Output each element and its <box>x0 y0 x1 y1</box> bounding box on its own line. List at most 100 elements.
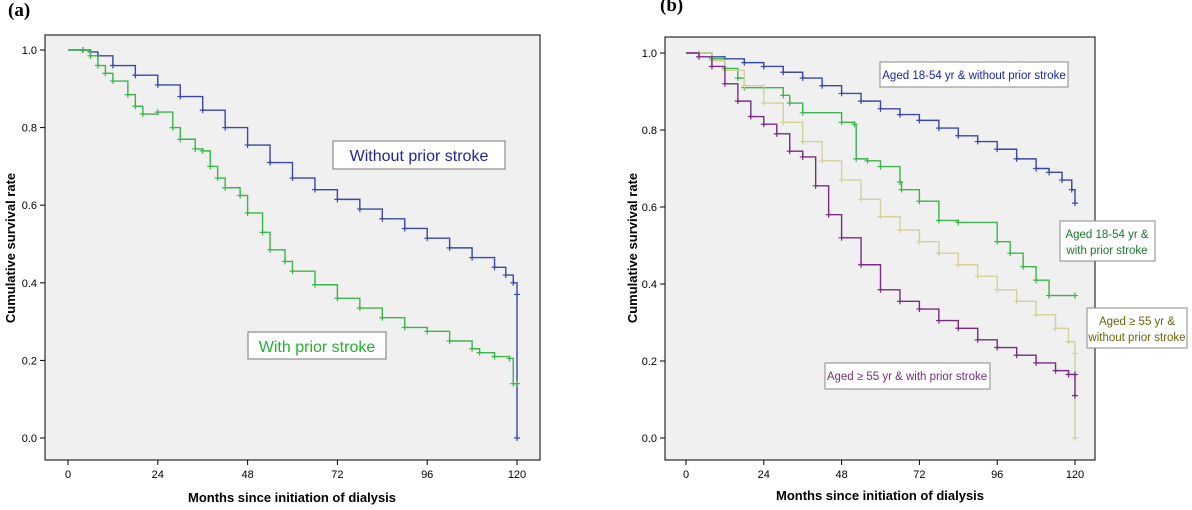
panel-b-censor-mark <box>864 157 871 164</box>
panel-b-censor-mark <box>786 100 793 107</box>
panel-b-censor-mark <box>1072 435 1078 441</box>
panel-a-censor-mark <box>244 142 251 149</box>
panel-b-y-tick-label: 1.0 <box>642 48 657 60</box>
panel-a-x-tick-label: 0 <box>65 469 71 481</box>
panel-b-censor-mark <box>1072 371 1078 378</box>
panel-a-curves <box>68 47 520 441</box>
panel-b-censor-mark <box>1033 359 1040 366</box>
panel-a-censor-mark <box>401 225 408 232</box>
panel-b-censor-mark <box>955 219 962 226</box>
panel-a-censor-mark <box>282 258 289 265</box>
panel-a-censor-mark <box>446 338 453 344</box>
panel-b-censor-mark <box>898 186 905 193</box>
legend-old-without-stroke-box <box>1086 307 1188 349</box>
panel-a-censor-mark <box>311 186 318 193</box>
panel-b-y-axis-title: Cumulative survival rate <box>625 173 640 323</box>
panel-b-censor-mark <box>994 344 1001 351</box>
panel-b-censor-mark <box>838 119 845 126</box>
panel-a-censor-mark <box>139 111 146 118</box>
panel-a-censor-mark <box>199 107 206 114</box>
panel-b-censor-mark <box>994 286 1001 293</box>
panel-a-curve-without-prior-stroke <box>68 49 518 438</box>
panel-a-x-axis-title: Months since initiation of dialysis <box>188 490 396 505</box>
panel-b-censor-mark <box>1072 350 1078 357</box>
panel-b-censor-mark <box>760 121 767 128</box>
panel-a-censor-mark <box>124 91 131 98</box>
panel-b-censor-mark <box>955 261 962 268</box>
panel-b-x-axis-title: Months since initiation of dialysis <box>776 488 984 503</box>
panel-a-censor-mark <box>79 47 86 53</box>
panel-b-censor-mark <box>1046 292 1053 299</box>
legend-with-prior-stroke-text: With prior stroke <box>259 339 376 356</box>
panel-a-censor-mark <box>222 124 229 131</box>
panel-b-curves <box>686 50 1078 441</box>
panel-b-censor-mark <box>780 69 787 76</box>
panel-a-censor-mark <box>510 279 517 286</box>
panel-b-censor-mark <box>858 196 865 203</box>
panel-a-y-tick-label: 0.2 <box>22 355 37 367</box>
panel-b-censor-mark <box>935 217 942 224</box>
legend-young-with-stroke: Aged 18-54 yr & with prior stroke <box>1059 220 1156 262</box>
legend-old-without-stroke: Aged ≥ 55 yr & without prior stroke <box>1086 307 1188 349</box>
panel-b-censor-mark <box>1072 292 1078 299</box>
panel-b-censor-mark <box>1046 169 1053 176</box>
panel-b-censor-mark <box>838 90 845 97</box>
panel-a-censor-mark <box>424 235 431 242</box>
panel-b-censor-marks-aged-55-yr-without-prior-stroke <box>695 50 1078 441</box>
panel-a-x-tick-label: 24 <box>152 469 164 481</box>
panel-b-censor-mark <box>877 105 884 112</box>
panel-b-censor-mark <box>695 53 702 60</box>
panel-b-x-tick-label: 96 <box>991 469 1003 481</box>
panel-a-x-tick-label: 120 <box>508 469 526 481</box>
panel-b-censor-marks-aged-55-yr-with-prior-stroke <box>695 53 1078 399</box>
panel-b-censor-mark <box>1007 250 1014 257</box>
panel-a-censor-mark <box>491 353 498 360</box>
panel-b-y-ticks: 0.0 0.2 0.4 0.6 0.8 1.0 <box>642 48 665 445</box>
panel-a-censor-mark <box>222 184 229 191</box>
panel-a-censor-mark <box>87 52 94 59</box>
panel-b-x-tick-label: 48 <box>835 469 847 481</box>
panel-b-censor-mark <box>1020 263 1027 270</box>
panel-b-censor-mark <box>1068 186 1075 193</box>
panel-a-censor-mark <box>401 324 408 331</box>
panel-b-censor-mark <box>935 125 942 132</box>
panel-b-censor-mark <box>734 98 741 105</box>
legend-old-with-stroke-text: Aged ≥ 55 yr & with prior stroke <box>827 371 987 383</box>
panel-a-censor-mark <box>446 244 453 251</box>
panel-b-censor-mark <box>1033 311 1040 318</box>
panel-b-censor-mark <box>858 98 865 105</box>
panel-a-censor-mark <box>356 305 363 312</box>
panel-b-censor-mark <box>851 121 858 128</box>
panel-a-censor-mark <box>207 163 214 170</box>
panel-a-censor-mark <box>289 175 296 182</box>
panel-a-censor-mark <box>334 295 341 302</box>
panel-b-censor-mark <box>877 286 884 293</box>
panel-a-censor-mark <box>502 272 509 279</box>
panel-b-censor-mark <box>819 82 826 89</box>
panel-b-censor-mark <box>819 157 826 164</box>
legend-young-without-stroke-text: Aged 18-54 yr & without prior stroke <box>882 70 1065 82</box>
panel-b-censor-mark <box>994 238 1001 245</box>
panel-a-censor-mark <box>491 264 498 271</box>
panel-a-y-tick-label: 0.0 <box>22 433 37 445</box>
legend-young-with-stroke-box <box>1059 220 1156 262</box>
panel-b-censor-mark <box>734 75 741 82</box>
panel-a-censor-mark <box>379 314 386 321</box>
panel-a-censor-mark <box>514 435 520 441</box>
panel-a-y-tick-label: 0.8 <box>22 123 37 135</box>
panel-a-censor-mark <box>424 328 431 335</box>
panel-b-censor-mark <box>1013 155 1020 162</box>
panel-a-censor-mark <box>514 291 520 298</box>
panel-b-censor-mark <box>853 155 860 162</box>
panel-b-censor-mark <box>760 63 767 70</box>
panel-b-censor-mark <box>747 113 754 120</box>
legend-old-with-stroke: Aged ≥ 55 yr & with prior stroke <box>824 362 991 390</box>
panel-b-censor-mark <box>974 336 981 343</box>
panel-a-censor-mark <box>169 124 176 131</box>
panel-b-curve-aged-55-yr-without-prior-stroke <box>686 52 1076 438</box>
panel-a-censor-mark <box>154 109 161 116</box>
panel-b-x-tick-label: 0 <box>683 469 689 481</box>
panel-a-censor-mark <box>469 254 476 261</box>
panel-b-label: (b) <box>660 0 684 16</box>
